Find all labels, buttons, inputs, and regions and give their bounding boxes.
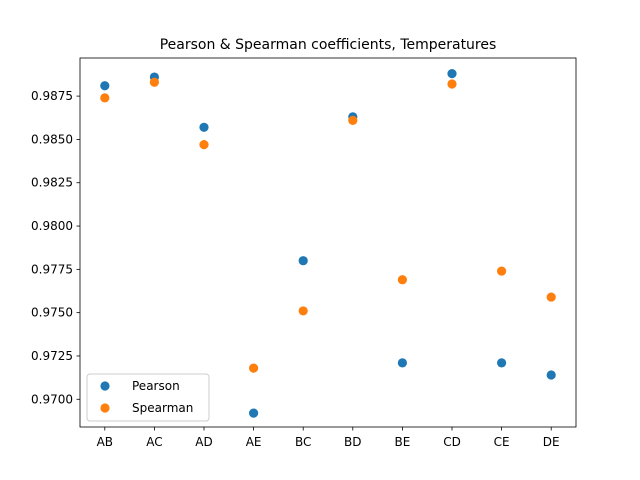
y-tick-label: 0.9725 bbox=[31, 349, 73, 363]
y-tick-label: 0.9750 bbox=[31, 306, 73, 320]
x-tick-label: AC bbox=[146, 435, 162, 449]
x-tick-label: BC bbox=[295, 435, 311, 449]
x-tick-label: BD bbox=[344, 435, 361, 449]
spearman-point bbox=[348, 115, 358, 125]
pearson-point bbox=[546, 370, 556, 380]
x-tick-label: BE bbox=[394, 435, 410, 449]
spearman-point bbox=[149, 77, 159, 87]
pearson-point bbox=[100, 81, 110, 91]
x-tick-label: AB bbox=[97, 435, 113, 449]
x-tick-label: CE bbox=[494, 435, 510, 449]
y-tick-label: 0.9850 bbox=[31, 132, 73, 146]
pearson-point bbox=[497, 358, 507, 368]
legend: Pearson Spearman bbox=[86, 373, 210, 422]
chart-title: Pearson & Spearman coefficients, Tempera… bbox=[160, 37, 497, 53]
spearman-point bbox=[298, 306, 308, 316]
y-tick-label: 0.9775 bbox=[31, 262, 73, 276]
legend-box bbox=[86, 373, 210, 422]
legend-label-spearman: Spearman bbox=[132, 401, 193, 415]
spearman-point bbox=[497, 266, 507, 276]
y-tick-label: 0.9700 bbox=[31, 392, 73, 406]
pearson-point bbox=[447, 68, 457, 79]
pearson-point bbox=[397, 358, 407, 368]
x-tick-label: CD bbox=[443, 435, 461, 449]
pearson-point bbox=[249, 408, 259, 418]
y-tick-label: 0.9875 bbox=[31, 89, 73, 103]
spearman-point bbox=[249, 363, 259, 373]
x-tick-label: DE bbox=[543, 435, 560, 449]
spearman-point bbox=[447, 79, 457, 89]
legend-marker-pearson bbox=[100, 381, 110, 391]
axes-frame bbox=[79, 57, 577, 428]
y-tick-label: 0.9825 bbox=[31, 176, 73, 190]
spearman-point bbox=[199, 140, 209, 150]
x-tick-label: AD bbox=[195, 435, 212, 449]
y-tick-label: 0.9800 bbox=[31, 219, 73, 233]
spearman-point bbox=[100, 93, 110, 103]
spearman-point bbox=[397, 275, 407, 285]
x-tick-label: AE bbox=[246, 435, 262, 449]
plot-area: 0.9700 0.9725 0.9750 0.9775 0.9800 0.9825 0.98… bbox=[31, 57, 577, 449]
pearson-point bbox=[199, 122, 209, 132]
legend-marker-spearman bbox=[100, 403, 110, 413]
legend-label-pearson: Pearson bbox=[132, 379, 180, 393]
pearson-point bbox=[298, 256, 308, 266]
spearman-point bbox=[546, 292, 556, 302]
